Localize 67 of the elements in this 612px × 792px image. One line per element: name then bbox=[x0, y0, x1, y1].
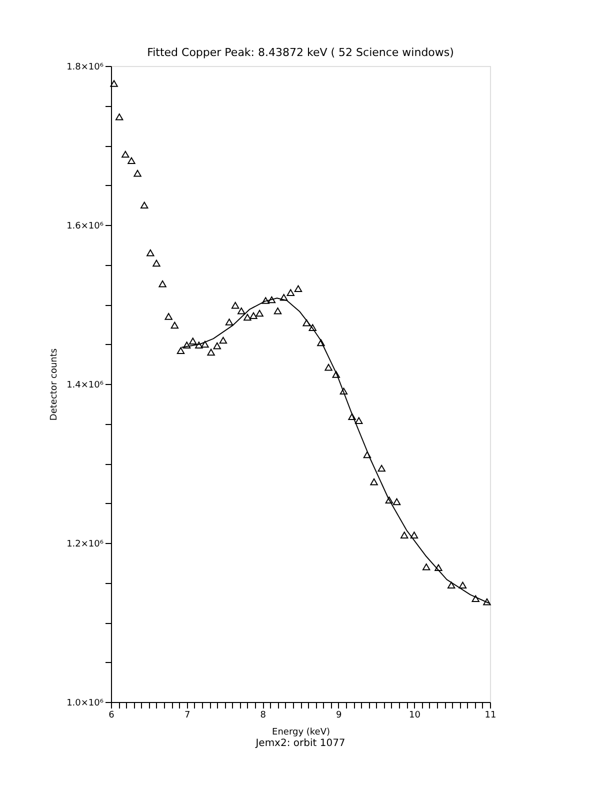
point bbox=[274, 307, 282, 314]
chart-title: Fitted Copper Peak: 8.43872 keV ( 52 Science windows) bbox=[147, 46, 454, 59]
point bbox=[378, 464, 386, 472]
point bbox=[164, 313, 172, 320]
point bbox=[385, 496, 394, 504]
point bbox=[256, 310, 264, 317]
x-tick-label: 9 bbox=[336, 710, 342, 720]
y-tick-label: 1.8×10⁶ bbox=[66, 62, 104, 72]
point bbox=[317, 339, 325, 346]
y-tick-label: 1.2×10⁶ bbox=[66, 540, 104, 550]
point bbox=[231, 302, 240, 309]
point bbox=[189, 338, 197, 344]
point bbox=[195, 342, 203, 348]
point bbox=[422, 563, 430, 570]
point bbox=[268, 296, 276, 304]
point bbox=[434, 564, 442, 572]
x-tick-label: 7 bbox=[184, 710, 190, 720]
point bbox=[447, 582, 456, 589]
point bbox=[286, 289, 294, 296]
point bbox=[370, 478, 378, 486]
y-tick-label: 1.6×10⁶ bbox=[66, 222, 104, 232]
point bbox=[122, 150, 130, 158]
y-axis-title: Detector counts bbox=[50, 348, 60, 421]
x-tick-label: 11 bbox=[484, 710, 496, 720]
y-tick-label: 1.4×10⁶ bbox=[66, 380, 104, 390]
y-tick-label: 1.0×10⁶ bbox=[66, 698, 104, 708]
point bbox=[332, 371, 340, 378]
x-tick-label: 8 bbox=[260, 710, 266, 720]
point bbox=[244, 314, 252, 321]
x-tick-label: 6 bbox=[108, 710, 115, 720]
point bbox=[348, 413, 356, 420]
point bbox=[410, 532, 418, 538]
point bbox=[134, 170, 142, 177]
point bbox=[280, 294, 288, 301]
point bbox=[363, 451, 372, 458]
point bbox=[238, 307, 246, 314]
point bbox=[219, 336, 228, 344]
x-tick-label: 10 bbox=[408, 710, 421, 720]
point bbox=[308, 324, 316, 331]
point bbox=[400, 532, 408, 538]
point bbox=[225, 318, 234, 326]
point bbox=[324, 364, 332, 371]
point bbox=[213, 342, 221, 350]
point bbox=[176, 347, 185, 354]
point bbox=[201, 340, 209, 348]
point bbox=[140, 202, 148, 209]
point bbox=[294, 285, 302, 292]
x-axis-title: Energy (keV) bbox=[272, 728, 330, 738]
point bbox=[302, 319, 310, 326]
point bbox=[115, 113, 124, 120]
point bbox=[483, 598, 491, 606]
point bbox=[110, 80, 118, 87]
point bbox=[170, 322, 179, 329]
point bbox=[392, 498, 401, 506]
point bbox=[182, 342, 191, 348]
point bbox=[207, 348, 215, 356]
point bbox=[340, 388, 348, 395]
point bbox=[472, 595, 480, 602]
point bbox=[152, 260, 160, 267]
point bbox=[250, 312, 258, 320]
point bbox=[458, 582, 467, 589]
point bbox=[158, 280, 166, 288]
point bbox=[262, 297, 270, 304]
point bbox=[355, 417, 363, 424]
point bbox=[146, 249, 154, 256]
point bbox=[128, 157, 136, 164]
text: Jemx2: orbit 1077 bbox=[254, 738, 346, 749]
